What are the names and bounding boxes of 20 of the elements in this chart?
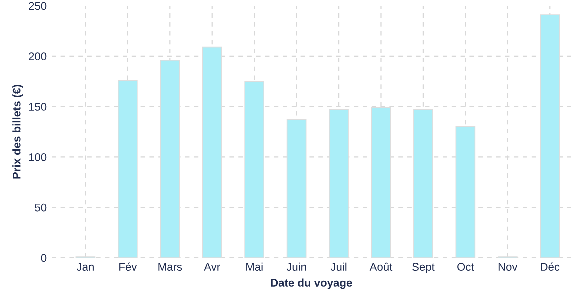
x-tick-label: Oct xyxy=(458,263,474,272)
x-tick-label: Mars xyxy=(158,263,182,272)
x-tick-label: Sept xyxy=(412,263,435,274)
x-axis-title: Date du voyage xyxy=(271,278,352,290)
x-tick-label: Nov xyxy=(498,263,518,272)
y-tick-label: 200 xyxy=(29,52,47,61)
x-tick-label: Juil xyxy=(330,262,347,272)
x-tick-label: Août xyxy=(370,262,393,272)
y-tick-label: 150 xyxy=(29,103,47,111)
y-tick-label: 100 xyxy=(29,153,47,162)
x-tick-label: Mai xyxy=(246,262,263,272)
x-tick-label: Jan xyxy=(76,263,94,272)
x-tick-label: Déc xyxy=(541,262,560,272)
x-tick-label: Avr xyxy=(204,263,220,271)
x-tick-label: Juin xyxy=(286,262,306,272)
x-tick-label: Fév xyxy=(120,262,138,272)
y-tick-label: 250 xyxy=(29,2,47,10)
y-axis-title: Prix des billets (€) xyxy=(12,85,23,179)
y-tick-label: 0 xyxy=(41,254,47,262)
y-tick-label: 50 xyxy=(35,204,47,212)
